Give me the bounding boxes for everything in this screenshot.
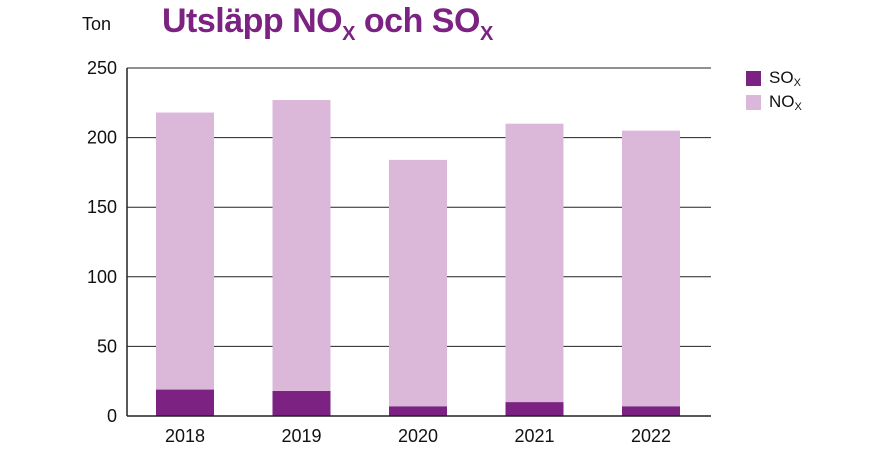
legend-label-nox-sub: X <box>794 101 802 113</box>
legend-swatch-nox <box>746 94 761 110</box>
legend-label-nox-text: NO <box>769 92 795 111</box>
x-tick-label-2018: 2018 <box>165 426 205 446</box>
y-axis-unit-label: Ton <box>82 14 112 34</box>
chart-title: Utsläpp NOX och SOX <box>162 2 493 44</box>
bar-sox-2018 <box>156 389 214 416</box>
legend-swatch-sox <box>746 70 761 86</box>
bar-sox-2022 <box>622 406 680 416</box>
title-part-1: Utsläpp NO <box>162 2 343 40</box>
title-part-2: och SO <box>354 2 481 40</box>
y-tick-label-0: 0 <box>107 406 117 426</box>
x-tick-label-2021: 2021 <box>514 426 554 446</box>
bar-nox-2021 <box>505 123 564 403</box>
y-tick-label-250: 250 <box>87 58 117 78</box>
y-tick-label-50: 50 <box>97 336 117 356</box>
y-tick-label-150: 150 <box>87 197 117 217</box>
legend-item-sox: SOX <box>746 66 802 90</box>
x-tick-label-2020: 2020 <box>398 426 438 446</box>
x-tick-label-2019: 2019 <box>281 426 321 446</box>
title-subscript-1: X <box>342 23 355 45</box>
bar-nox-2022 <box>622 130 680 407</box>
legend-label-sox: SOX <box>769 68 801 89</box>
title-subscript-2: X <box>479 23 493 45</box>
legend-label-sox-text: SO <box>769 68 794 87</box>
legend-label-sox-sub: X <box>793 77 801 89</box>
x-tick-label-2022: 2022 <box>631 426 671 446</box>
legend: SOX NOX <box>746 66 802 114</box>
bar-sox-2020 <box>389 406 447 416</box>
y-tick-label-200: 200 <box>87 128 117 148</box>
legend-item-nox: NOX <box>746 90 802 114</box>
bar-nox-2019 <box>272 100 331 391</box>
bar-nox-2018 <box>156 112 214 390</box>
y-tick-label-100: 100 <box>87 267 117 287</box>
legend-label-nox: NOX <box>769 92 802 113</box>
bar-nox-2020 <box>389 159 447 407</box>
bar-sox-2019 <box>272 390 331 416</box>
bar-sox-2021 <box>505 402 564 416</box>
